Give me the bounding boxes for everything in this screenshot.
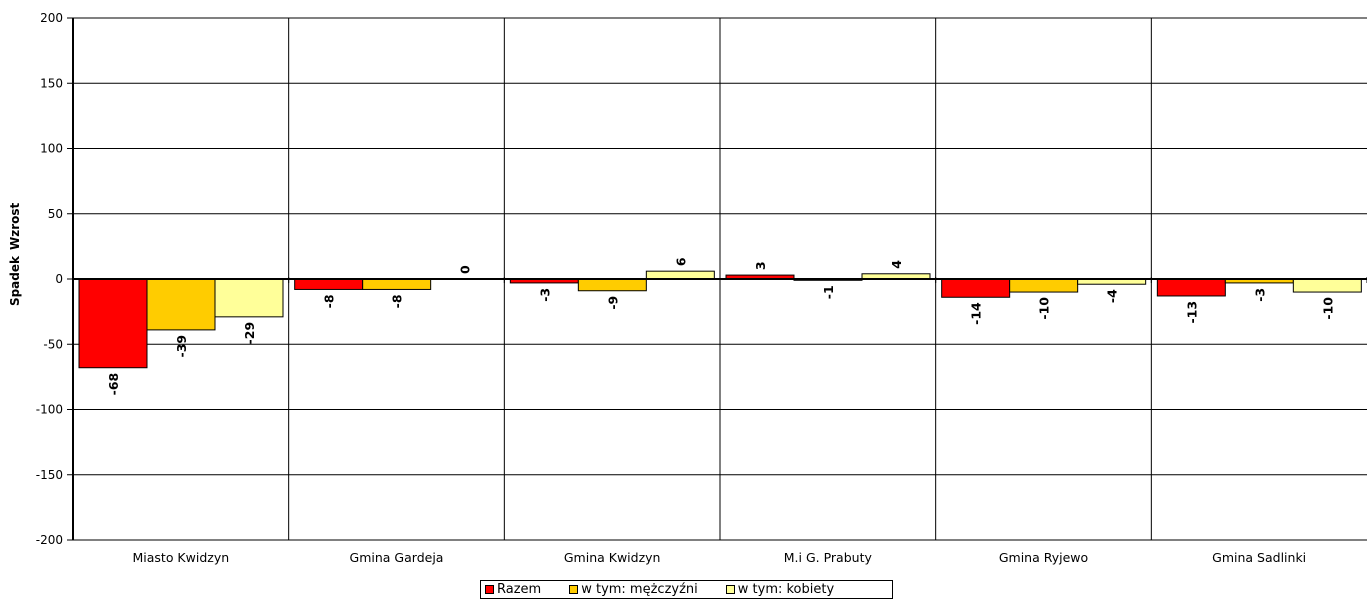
legend-item: Razem bbox=[485, 582, 541, 597]
bar bbox=[214, 278, 284, 318]
data-label: -68 bbox=[106, 373, 121, 396]
data-label: 6 bbox=[673, 257, 688, 266]
category-label: M.i G. Prabuty bbox=[784, 550, 873, 565]
legend-label: w tym: kobiety bbox=[737, 582, 835, 597]
y-tick-label: -50 bbox=[43, 337, 63, 351]
legend-label: w tym: mężczyźni bbox=[581, 582, 698, 597]
y-tick-label: -200 bbox=[36, 533, 63, 547]
data-label: 3 bbox=[753, 261, 768, 270]
data-label: -8 bbox=[322, 294, 337, 308]
data-label: -8 bbox=[390, 294, 405, 308]
bar bbox=[294, 278, 364, 290]
data-label: -14 bbox=[969, 302, 984, 325]
legend-swatch bbox=[485, 585, 494, 594]
legend-swatch bbox=[725, 585, 735, 594]
category-label: Gmina Sadlinki bbox=[1212, 550, 1306, 565]
legend-item: w tym: kobiety bbox=[725, 582, 835, 597]
bar bbox=[577, 278, 647, 292]
axes bbox=[72, 18, 1367, 540]
y-axis-label-lower: Spadek bbox=[8, 255, 22, 306]
y-tick-label: -150 bbox=[36, 468, 63, 482]
data-label: 4 bbox=[889, 260, 904, 269]
legend-swatch bbox=[569, 585, 579, 594]
category-label: Miasto Kwidzyn bbox=[132, 550, 229, 565]
y-tick-label: -100 bbox=[36, 403, 63, 417]
data-label: 0 bbox=[458, 265, 473, 274]
y-tick-label: 100 bbox=[40, 142, 63, 156]
data-label: -9 bbox=[605, 296, 620, 310]
data-label: -3 bbox=[537, 288, 552, 302]
bar bbox=[362, 278, 432, 290]
category-labels: Miasto Kwidzyn Gmina Gardeja Gmina Kwidzyn… bbox=[132, 550, 1306, 565]
category-label: Gmina Kwidzyn bbox=[564, 550, 661, 565]
bar bbox=[1156, 278, 1226, 297]
data-label: -10 bbox=[1037, 297, 1052, 320]
bar bbox=[78, 278, 148, 369]
category-label: Gmina Gardeja bbox=[350, 550, 444, 565]
category-label: Gmina Ryjewo bbox=[999, 550, 1088, 565]
data-label: -39 bbox=[174, 335, 189, 358]
bar bbox=[645, 270, 715, 280]
bars bbox=[78, 270, 1362, 369]
y-tick-labels: 200 150 100 50 0 -50 -100 -150 -200 bbox=[36, 11, 63, 547]
bar bbox=[1009, 278, 1079, 293]
legend-item: w tym: mężczyźni bbox=[569, 582, 698, 597]
bar bbox=[1292, 278, 1362, 293]
bar bbox=[146, 278, 216, 331]
y-tick-label: 50 bbox=[48, 207, 63, 221]
y-tick-label: 200 bbox=[40, 11, 63, 25]
data-label: -10 bbox=[1320, 297, 1335, 320]
data-label: -29 bbox=[242, 322, 257, 345]
y-tick-label: 0 bbox=[55, 272, 63, 286]
legend: Razem w tym: mężczyźni w tym: kobiety bbox=[480, 580, 893, 599]
data-label: -4 bbox=[1105, 289, 1120, 303]
y-axis-label-upper: Wzrost bbox=[8, 202, 22, 250]
y-tick-label: 150 bbox=[40, 76, 63, 90]
legend-label: Razem bbox=[497, 582, 542, 597]
data-labels: -68-39-29-8 -80-3-96 3-14-14 -10-4-13-3-10 bbox=[106, 257, 1335, 395]
bar bbox=[941, 278, 1011, 298]
data-label: -13 bbox=[1184, 301, 1199, 324]
data-label: -1 bbox=[821, 285, 836, 299]
data-label: -3 bbox=[1252, 288, 1267, 302]
